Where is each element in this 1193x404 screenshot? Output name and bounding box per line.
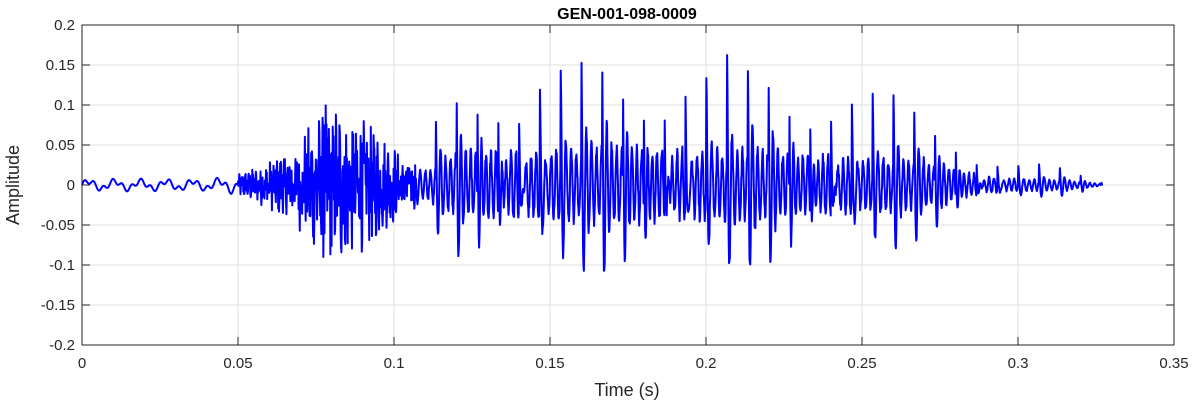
x-tick-label: 0.1 bbox=[384, 355, 405, 372]
y-tick-label: -0.15 bbox=[41, 297, 75, 314]
y-tick-label: 0.2 bbox=[54, 17, 75, 34]
x-tick-label: 0.3 bbox=[1008, 355, 1029, 372]
y-tick-label: 0 bbox=[67, 177, 75, 194]
chart-title: GEN-001-098-0009 bbox=[557, 6, 697, 23]
x-tick-label: 0.15 bbox=[535, 355, 564, 372]
tick-marks bbox=[81, 24, 1175, 346]
y-tick-label: 0.1 bbox=[54, 97, 75, 114]
y-tick-labels: 0.2 0.15 0.1 0.05 0 -0.05 -0.1 -0.15 -0.2 bbox=[41, 17, 75, 354]
x-tick-labels: 0 0.05 0.1 0.15 0.2 0.25 0.3 0.35 bbox=[78, 355, 1189, 372]
y-tick-label: 0.15 bbox=[46, 57, 75, 74]
series-layer bbox=[81, 54, 1104, 272]
y-tick-label: -0.2 bbox=[49, 337, 75, 354]
x-tick-label: 0.2 bbox=[696, 355, 717, 372]
amplitude-series-line bbox=[81, 54, 1104, 272]
x-tick-label: 0.35 bbox=[1159, 355, 1188, 372]
y-tick-label: 0.05 bbox=[46, 137, 75, 154]
x-tick-label: 0.25 bbox=[847, 355, 876, 372]
y-tick-label: -0.05 bbox=[41, 217, 75, 234]
x-tick-label: 0.05 bbox=[223, 355, 252, 372]
y-axis-label: Amplitude bbox=[3, 145, 23, 225]
y-tick-label: -0.1 bbox=[49, 257, 75, 274]
x-axis-label: Time (s) bbox=[594, 380, 659, 400]
x-tick-label: 0 bbox=[78, 355, 86, 372]
